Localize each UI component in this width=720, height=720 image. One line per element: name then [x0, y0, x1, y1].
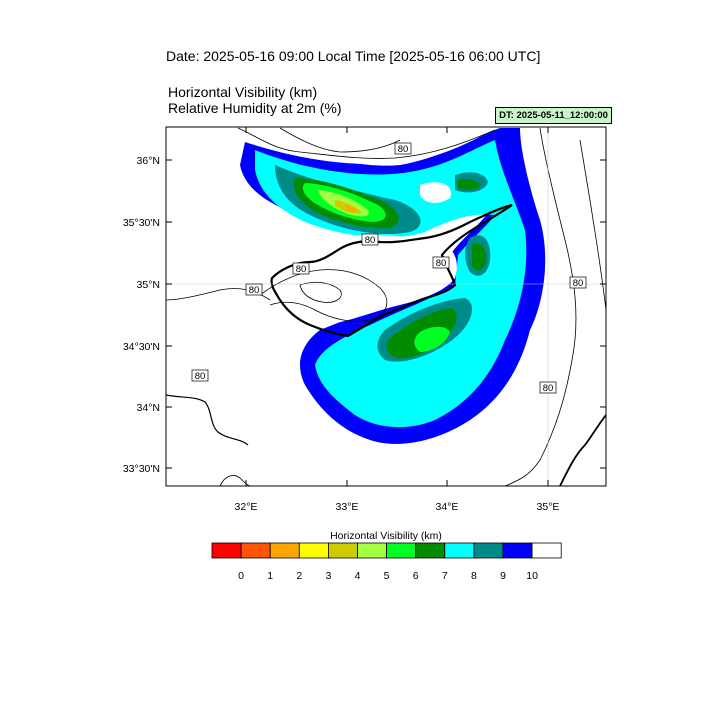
colorbar-swatch	[327, 542, 358, 559]
colorbar-swatch	[211, 542, 242, 559]
contour-label: 80	[398, 144, 409, 155]
colorbar-swatch	[357, 542, 388, 559]
variable-title-humidity: Relative Humidity at 2m (%)	[168, 100, 342, 116]
lon-label: 34°E	[436, 501, 459, 513]
colorbar-tick-label: 8	[471, 570, 477, 582]
colorbar-swatch	[444, 542, 475, 559]
colorbar-tick-label: 5	[384, 570, 390, 582]
contour-label: 80	[543, 383, 554, 394]
lon-label: 32°E	[235, 501, 258, 513]
colorbar-swatch	[473, 542, 504, 559]
contour-label: 80	[296, 264, 307, 275]
contour-label: 80	[195, 371, 206, 382]
colorbar	[211, 542, 562, 559]
colorbar-swatch	[298, 542, 329, 559]
variable-title-visibility: Horizontal Visibility (km)	[168, 84, 318, 100]
contour-label: 80	[365, 235, 376, 246]
coastlines	[166, 203, 606, 486]
colorbar-tick-label: 4	[355, 570, 361, 582]
map-area	[166, 127, 606, 486]
colorbar-tick-label: 9	[500, 570, 506, 582]
map-frame	[165, 126, 607, 487]
colorbar-tick-label: 7	[442, 570, 448, 582]
lat-label: 35°30'N	[123, 217, 160, 229]
visibility-field	[238, 127, 606, 486]
lat-label: 35°N	[137, 279, 160, 291]
longitude-axis: 32°E 33°E 34°E 35°E	[235, 127, 560, 513]
colorbar-swatch	[240, 542, 271, 559]
lat-label: 34°30'N	[123, 341, 160, 353]
lon-label: 33°E	[336, 501, 359, 513]
colorbar-title: Horizontal Visibility (km)	[330, 530, 442, 542]
contour-labels: 80 80 80 80 80 80 80 80	[191, 142, 587, 394]
forecast-init-badge: DT: 2025-05-11_12:00:00	[495, 107, 612, 124]
contour-label: 80	[573, 278, 584, 289]
colorbar-tick-label: 0	[238, 570, 244, 582]
colorbar-tick-label: 3	[325, 570, 331, 582]
colorbar-tick-label: 2	[296, 570, 302, 582]
colorbar-swatch	[386, 542, 417, 559]
graticule	[166, 127, 606, 486]
colorbar-tick-label: 1	[267, 570, 273, 582]
lat-label: 34°N	[137, 402, 160, 414]
colorbar-tick-label: 10	[526, 570, 538, 582]
colorbar-swatch	[415, 542, 446, 559]
contour-label: 80	[436, 258, 447, 269]
date-title: Date: 2025-05-16 09:00 Local Time [2025-…	[166, 48, 541, 64]
colorbar-swatch	[531, 542, 562, 559]
lat-label: 33°30'N	[123, 463, 160, 475]
colorbar-ticks: 0 1 2 3 4 5 6 7 8 9 10	[238, 570, 538, 582]
colorbar-tick-label: 6	[413, 570, 419, 582]
colorbar-swatch	[502, 542, 533, 559]
lat-label: 36°N	[137, 155, 160, 167]
lon-label: 35°E	[537, 501, 560, 513]
latitude-axis: 36°N 35°30'N 35°N 34°30'N 34°N 33°30'N	[123, 155, 606, 475]
colorbar-swatch	[269, 542, 300, 559]
contour-label: 80	[249, 285, 260, 296]
